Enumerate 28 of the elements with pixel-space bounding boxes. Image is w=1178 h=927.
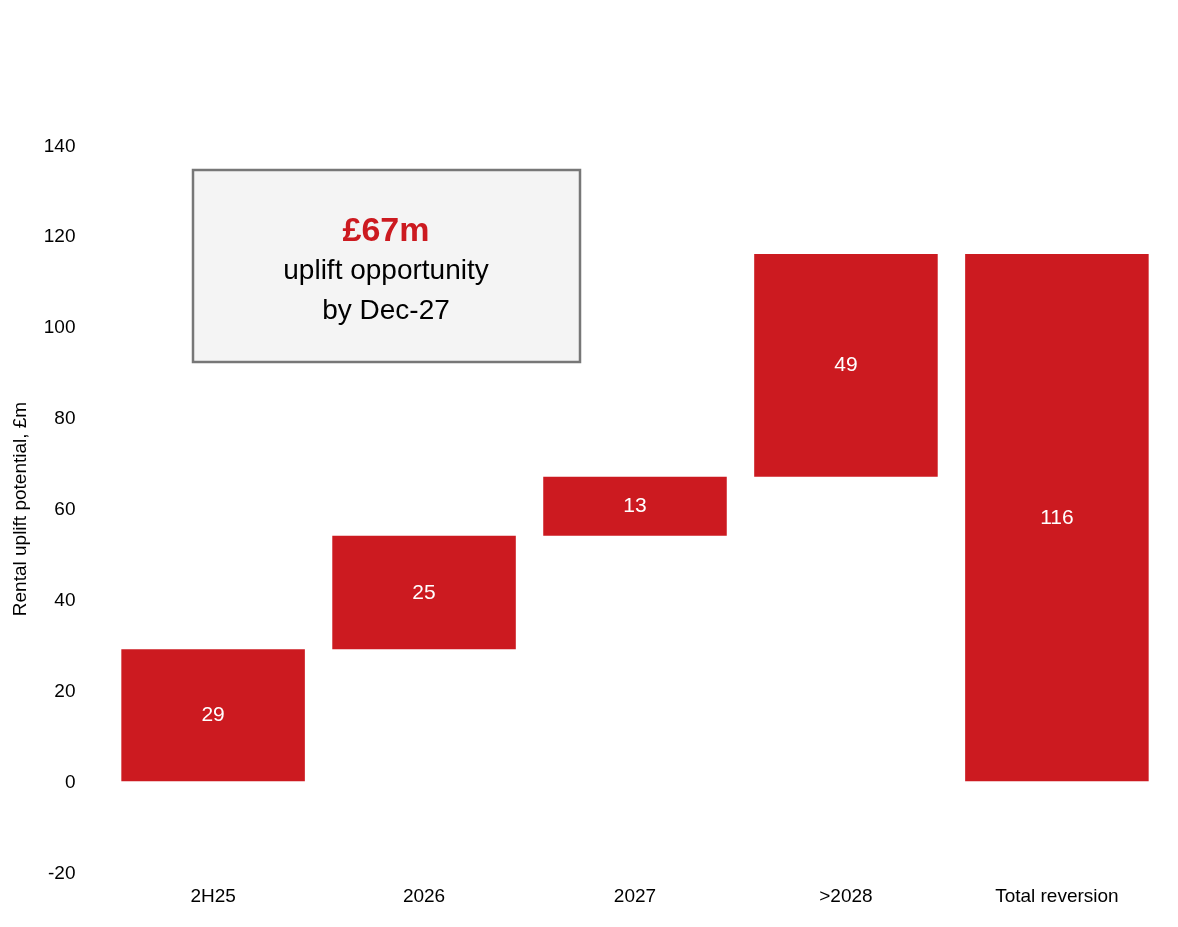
annotation: uplift opportunity xyxy=(283,254,489,285)
bar xyxy=(965,254,1149,782)
x-tick-label: >2028 xyxy=(819,884,873,906)
x-tick-label: 2H25 xyxy=(190,884,236,906)
y-tick-label: 120 xyxy=(43,225,76,247)
bar xyxy=(543,476,727,536)
y-tick-label: 20 xyxy=(54,679,76,701)
y-axis-title: Rental uplift potential, £m xyxy=(8,401,30,617)
y-tick-label: 80 xyxy=(54,407,76,429)
bar xyxy=(754,254,938,477)
bar xyxy=(332,535,516,650)
y-tick-label: -20 xyxy=(48,861,76,883)
annotation: £67m xyxy=(342,210,430,248)
data-label: 25 xyxy=(412,579,436,603)
x-tick-label: 2026 xyxy=(402,884,446,906)
data-label: 13 xyxy=(623,493,647,517)
y-tick-label: 0 xyxy=(64,770,76,792)
data-label: 49 xyxy=(834,352,858,376)
data-label: 116 xyxy=(1040,504,1074,528)
annotation: by Dec-27 xyxy=(322,294,450,325)
x-tick-label: 2027 xyxy=(613,884,657,906)
x-tick-label: Total reversion xyxy=(995,884,1119,906)
y-tick-label: 140 xyxy=(43,134,76,156)
data-label: 29 xyxy=(201,702,225,726)
y-tick-label: 40 xyxy=(54,588,76,610)
y-tick-label: 100 xyxy=(43,316,76,338)
bar xyxy=(121,649,305,782)
y-tick-label: 60 xyxy=(54,498,76,519)
